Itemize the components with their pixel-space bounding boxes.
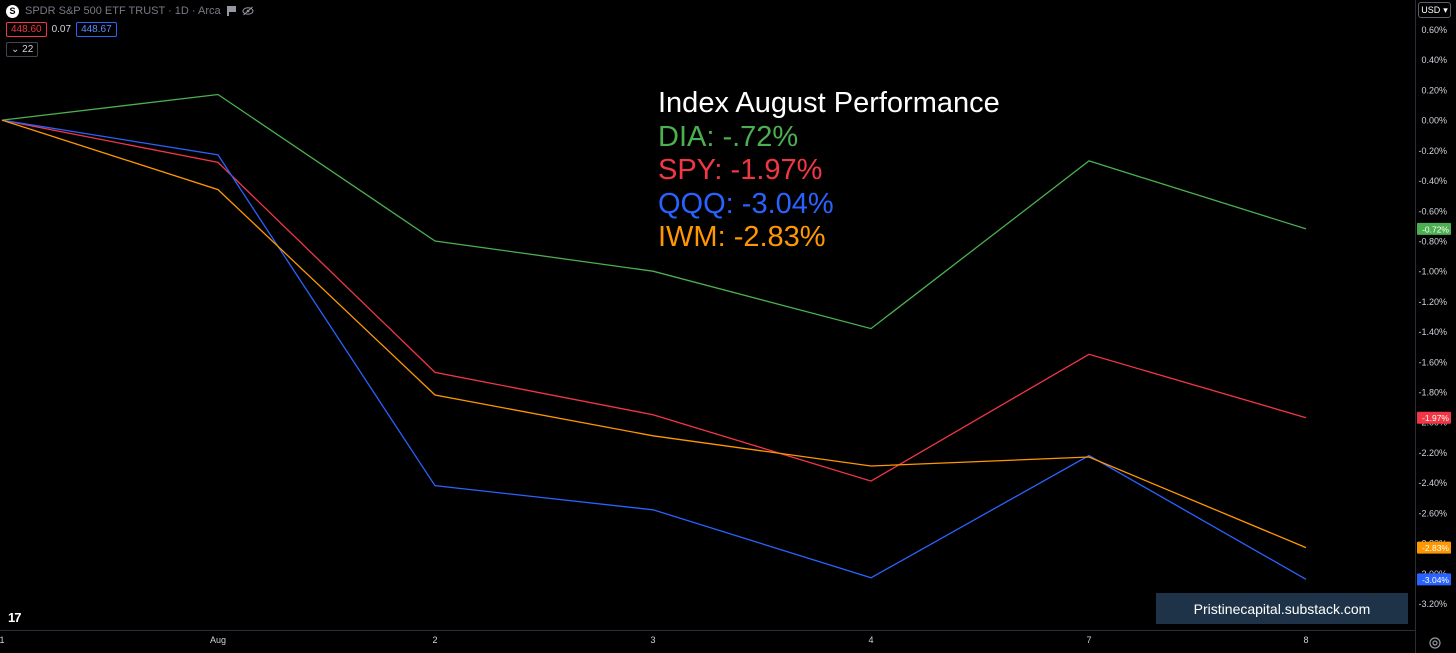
currency-label: USD bbox=[1421, 5, 1441, 15]
y-tick-label: -0.40% bbox=[1418, 176, 1447, 186]
y-tick-label: -1.20% bbox=[1418, 297, 1447, 307]
y-tick-label: -1.80% bbox=[1418, 388, 1447, 398]
y-tick-label: -0.20% bbox=[1418, 146, 1447, 156]
last-value-badge-qqq bbox=[1417, 573, 1451, 586]
price-row: 448.60 0.07 448.67 bbox=[6, 22, 117, 37]
chevron-down-icon: ▾ bbox=[1443, 4, 1448, 15]
last-value-label-spy: -1.97% bbox=[1422, 413, 1449, 423]
chart-header: S SPDR S&P 500 ETF TRUST · 1D · Arca bbox=[6, 3, 254, 19]
last-value-badge-iwm bbox=[1417, 541, 1451, 554]
sell-price-button[interactable]: 448.60 bbox=[6, 22, 47, 37]
annotation-qqq: QQQ: -3.04% bbox=[658, 187, 834, 220]
annotation-dia: DIA: -.72% bbox=[658, 120, 799, 153]
y-tick-label: -1.40% bbox=[1418, 327, 1447, 337]
symbol-logo: S bbox=[6, 4, 19, 18]
y-tick-label: 0.20% bbox=[1421, 85, 1447, 95]
x-tick-label: 4 bbox=[868, 635, 873, 645]
last-value-label-iwm: -2.83% bbox=[1422, 543, 1449, 553]
x-tick-label: 3 bbox=[650, 635, 655, 645]
series-line-iwm bbox=[1, 119, 1307, 549]
watermark: Pristinecapital.substack.com bbox=[1156, 593, 1408, 624]
indicators-toggle-button[interactable]: ⌄ 22 bbox=[6, 42, 39, 57]
indicator-count: 22 bbox=[22, 44, 34, 55]
y-tick-label: 0.40% bbox=[1421, 55, 1447, 65]
annotation-iwm: IWM: -2.83% bbox=[658, 221, 826, 253]
x-tick-label: 2 bbox=[432, 635, 437, 645]
y-tick-label: -3.20% bbox=[1418, 599, 1447, 609]
x-tick-label: 1 bbox=[0, 635, 5, 645]
currency-button[interactable]: USD ▾ bbox=[1418, 2, 1451, 18]
tradingview-logo[interactable]: 17 bbox=[8, 610, 22, 625]
annotation-title: Index August Performance bbox=[658, 87, 1000, 119]
series-line-spy bbox=[1, 119, 1307, 482]
annotation-spy: SPY: -1.97% bbox=[658, 154, 823, 186]
y-tick-label: -0.80% bbox=[1418, 236, 1447, 246]
y-tick-label: -1.00% bbox=[1418, 267, 1447, 277]
flag-icon[interactable] bbox=[226, 6, 236, 16]
y-tick-label: -2.40% bbox=[1418, 478, 1447, 488]
series-line-dia bbox=[1, 93, 1307, 330]
y-tick-label: -2.20% bbox=[1418, 448, 1447, 458]
y-tick-label: -2.60% bbox=[1418, 508, 1447, 518]
y-tick-label: 0.00% bbox=[1421, 116, 1447, 126]
eye-off-icon[interactable] bbox=[242, 6, 254, 16]
x-tick-label: Aug bbox=[210, 635, 226, 645]
spread-value: 0.07 bbox=[51, 24, 72, 35]
chart-title[interactable]: SPDR S&P 500 ETF TRUST · 1D · Arca bbox=[25, 5, 221, 17]
y-tick-label: -0.60% bbox=[1418, 206, 1447, 216]
y-tick-label: -1.60% bbox=[1418, 357, 1447, 367]
last-value-label-dia: -0.72% bbox=[1422, 224, 1449, 234]
buy-price-button[interactable]: 448.67 bbox=[76, 22, 117, 37]
x-tick-label: 8 bbox=[1303, 635, 1308, 645]
settings-icon[interactable] bbox=[1428, 636, 1442, 650]
last-value-badge-dia bbox=[1417, 222, 1451, 235]
y-tick-label: 0.60% bbox=[1421, 25, 1447, 35]
last-value-badge-spy bbox=[1417, 411, 1451, 424]
series-line-qqq bbox=[1, 119, 1307, 580]
chevron-down-icon: ⌄ bbox=[11, 44, 20, 55]
performance-annotation: Index August Performance DIA: -.72% SPY:… bbox=[658, 87, 1000, 255]
last-value-label-qqq: -3.04% bbox=[1422, 575, 1449, 585]
x-tick-label: 7 bbox=[1086, 635, 1091, 645]
